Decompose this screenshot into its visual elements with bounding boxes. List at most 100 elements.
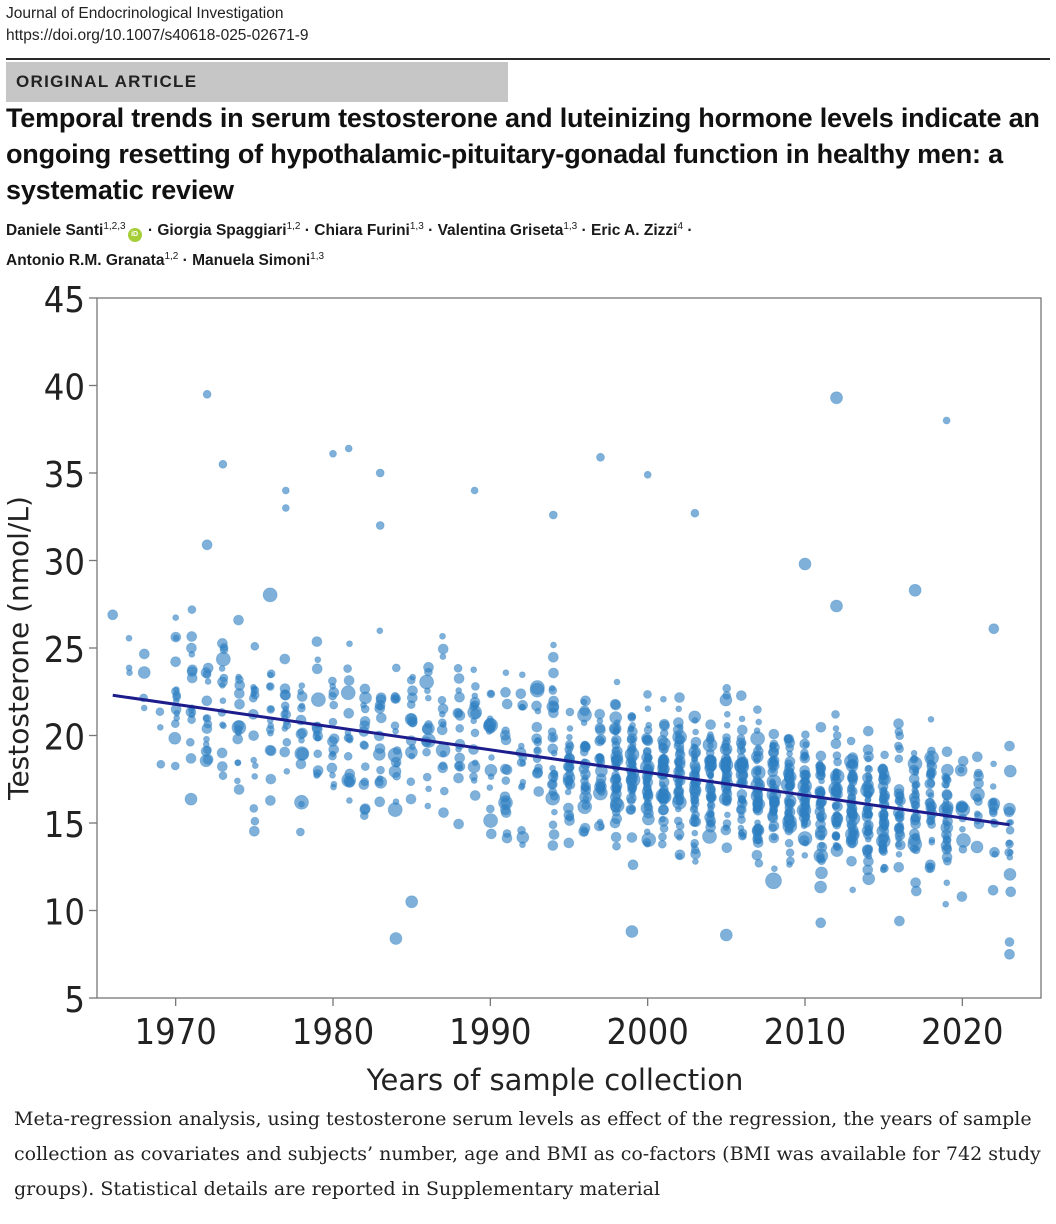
data-point	[941, 829, 952, 841]
data-point	[815, 917, 827, 929]
data-point	[784, 782, 794, 791]
data-point	[298, 800, 305, 808]
data-point	[438, 761, 448, 771]
data-point	[1003, 802, 1016, 816]
author-2[interactable]: Chiara Furini1,3	[314, 221, 424, 239]
data-point	[910, 755, 918, 763]
data-point	[627, 772, 635, 780]
data-point	[340, 685, 356, 701]
data-point	[297, 688, 305, 696]
data-point	[675, 821, 685, 831]
data-point	[267, 705, 275, 713]
author-5[interactable]: Antonio R.M. Granata1,2	[6, 251, 178, 269]
data-point	[1004, 937, 1015, 947]
data-point	[250, 641, 260, 651]
data-point	[784, 838, 794, 848]
data-point	[645, 721, 653, 729]
data-point	[518, 671, 526, 679]
data-point	[326, 736, 338, 747]
data-point	[548, 667, 559, 679]
author-3[interactable]: Valentina Griseta1,3	[438, 221, 578, 239]
data-point	[691, 781, 698, 789]
author-6[interactable]: Manuela Simoni1,3	[192, 251, 325, 269]
data-point	[392, 798, 400, 806]
data-point	[453, 663, 463, 673]
x-tick-label: 2000	[606, 1012, 688, 1053]
data-point	[374, 777, 384, 787]
data-point	[676, 834, 683, 841]
data-point	[204, 678, 212, 685]
data-point	[845, 827, 860, 842]
data-point	[801, 819, 809, 827]
data-point	[847, 839, 857, 849]
data-point	[531, 721, 543, 733]
data-point	[233, 784, 245, 795]
orcid-icon[interactable]: iD	[127, 228, 142, 242]
data-point	[266, 682, 274, 690]
data-point	[752, 775, 762, 784]
data-point	[675, 705, 683, 713]
data-point	[422, 772, 432, 782]
data-point	[389, 932, 403, 945]
author-affiliation: 1,3	[310, 251, 325, 262]
data-point	[548, 686, 558, 695]
data-point	[203, 745, 212, 755]
data-point	[438, 807, 449, 818]
data-point	[297, 727, 308, 739]
data-point	[659, 824, 669, 833]
data-point	[894, 825, 903, 834]
data-point	[880, 863, 888, 871]
data-point	[406, 700, 416, 710]
data-point	[515, 688, 527, 700]
author-1[interactable]: Giorgia Spaggiari1,2	[157, 221, 300, 239]
data-point	[547, 743, 559, 755]
data-point	[642, 747, 652, 757]
data-point	[659, 815, 666, 823]
y-axis-label: Testosterone (nmol/L)	[2, 496, 35, 801]
data-point	[551, 808, 558, 816]
data-point	[534, 707, 542, 715]
data-point	[548, 829, 560, 840]
data-point	[185, 642, 197, 654]
data-point	[769, 797, 780, 809]
data-point	[738, 795, 745, 802]
data-point	[330, 780, 338, 788]
data-point	[249, 804, 259, 813]
data-point	[298, 682, 306, 690]
data-point	[830, 599, 843, 613]
data-point	[390, 756, 402, 768]
data-point	[926, 862, 934, 870]
data-point	[282, 720, 292, 730]
data-point	[140, 704, 148, 712]
data-point	[644, 705, 652, 713]
data-point	[783, 734, 793, 744]
data-point	[658, 832, 667, 842]
data-point	[627, 743, 636, 753]
data-point	[295, 827, 305, 837]
data-point	[279, 653, 291, 665]
data-point	[690, 819, 698, 827]
data-point	[705, 821, 716, 833]
data-point	[1003, 868, 1017, 881]
data-point	[580, 740, 590, 750]
data-point	[720, 764, 730, 774]
data-point	[436, 724, 448, 736]
data-point	[895, 813, 905, 823]
author-name: Chiara Furini	[314, 222, 410, 239]
data-point	[832, 841, 840, 849]
doi-link[interactable]: https://doi.org/10.1007/s40618-025-02671…	[6, 27, 309, 44]
data-point	[485, 828, 497, 840]
author-0[interactable]: Daniele Santi1,2,3iD	[6, 221, 144, 242]
data-point	[219, 697, 227, 705]
data-point	[927, 820, 936, 829]
data-point	[864, 821, 872, 828]
author-name: Manuela Simoni	[192, 252, 311, 269]
data-point	[659, 720, 670, 732]
data-point	[846, 855, 857, 867]
data-point	[941, 746, 953, 758]
data-point	[927, 792, 935, 799]
data-point	[550, 769, 558, 777]
data-point	[863, 856, 874, 867]
author-4[interactable]: Eric A. Zizzi4	[591, 221, 683, 239]
data-point	[375, 712, 387, 724]
